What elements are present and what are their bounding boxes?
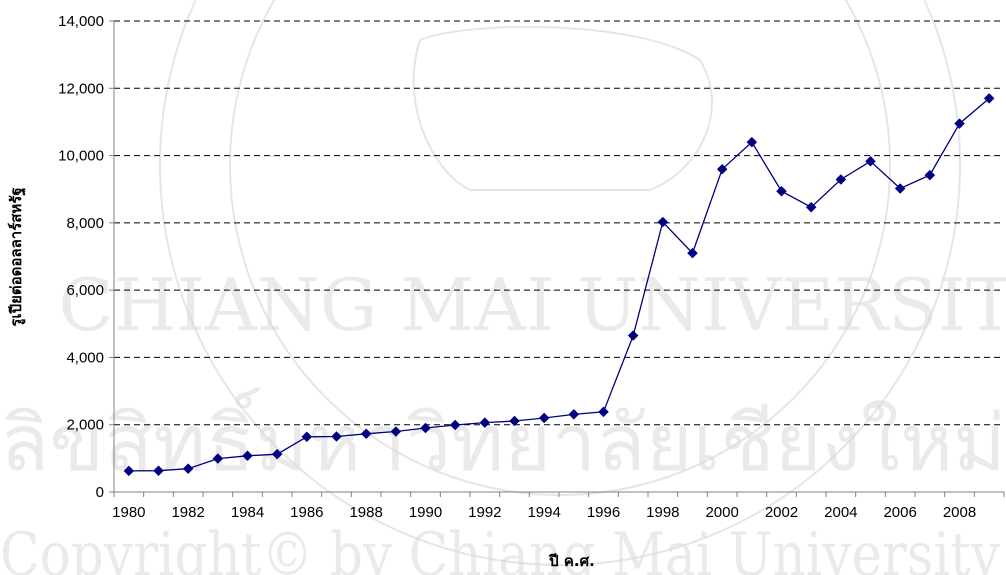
x-tick-label: 2002 (765, 504, 798, 521)
y-tick-label: 10,000 (58, 148, 104, 165)
y-tick-label: 0 (96, 484, 104, 501)
x-tick-label: 2008 (943, 504, 976, 521)
y-tick-label: 6,000 (66, 282, 104, 299)
y-tick-label: 12,000 (58, 80, 104, 97)
data-point-marker (777, 186, 787, 196)
y-tick-label: 14,000 (58, 13, 104, 30)
y-tick-label: 2,000 (66, 417, 104, 434)
x-tick-label: 2006 (883, 504, 916, 521)
x-axis-title: ปี ค.ศ. (548, 552, 595, 570)
x-tick-label: 1988 (349, 504, 382, 521)
y-tick-label: 8,000 (66, 215, 104, 232)
watermark-thai-text: ลิขสิทธิ์มหาวิทยาลัยเชียงใหม่ (0, 387, 1006, 489)
x-tick-label: 2004 (824, 504, 857, 521)
watermark-university-text: CHIANG MAI UNIVERSITY (59, 263, 1006, 347)
x-tick-label: 1984 (231, 504, 264, 521)
x-tick-label: 1996 (587, 504, 620, 521)
data-point-marker (925, 170, 935, 180)
x-tick-label: 1990 (409, 504, 442, 521)
x-tick-label: 1982 (171, 504, 204, 521)
x-tick-label: 1986 (290, 504, 323, 521)
x-tick-label: 1998 (646, 504, 679, 521)
x-tick-label: 2000 (705, 504, 738, 521)
x-tick-label: 1980 (112, 504, 145, 521)
grid-lines (114, 21, 1004, 425)
x-tick-labels: 1980 1982 1984 1986 1988 1990 1992 1994 1996 1998… (112, 504, 976, 521)
x-tick-label: 1992 (468, 504, 501, 521)
y-tick-label: 4,000 (66, 349, 104, 366)
y-axis-title: รูเปียต่อดอลลาร์สหรัฐ (7, 187, 26, 326)
watermark-copyright-text: Copyright© by Chiang Mai University (0, 520, 1000, 575)
x-tick-label: 1994 (527, 504, 560, 521)
